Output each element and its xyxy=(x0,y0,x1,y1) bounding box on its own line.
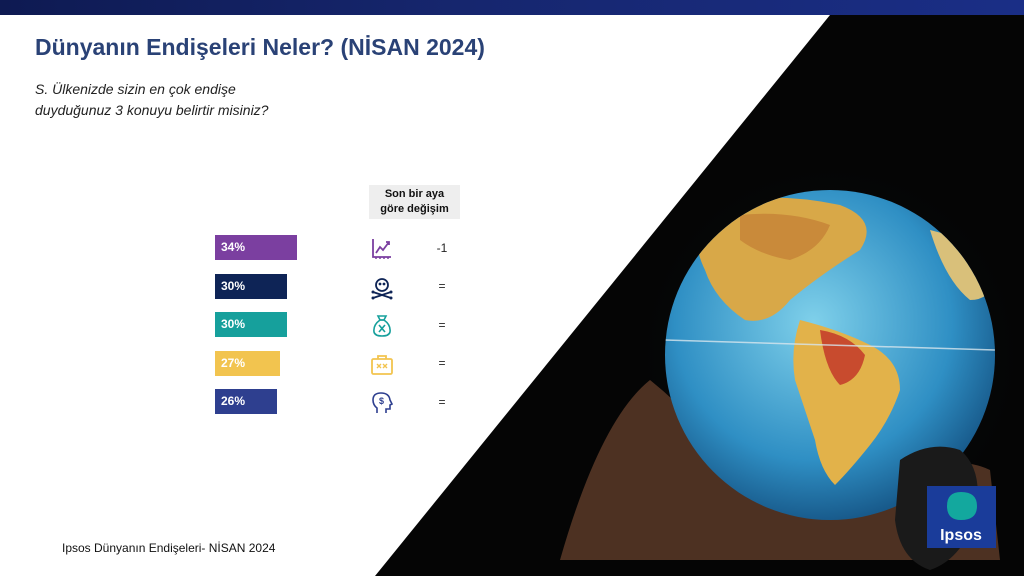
change-value: -1 xyxy=(436,240,448,255)
change-value: = xyxy=(438,356,446,370)
money-bag-icon xyxy=(373,315,391,337)
bar: 34% xyxy=(215,235,297,260)
bar: 27% xyxy=(215,350,280,376)
change-value: = xyxy=(438,279,446,293)
skull-crossbones-icon xyxy=(371,277,393,299)
page-title: Dünyanın Endişeleri Neler? (NİSAN 2024) xyxy=(35,34,485,60)
briefcase-icon xyxy=(371,354,393,375)
change-value: = xyxy=(438,394,446,409)
question-line-1: S. Ülkenizde sizin en çok endişe xyxy=(35,81,236,97)
change-value: = xyxy=(438,317,446,332)
survey-question: S. Ülkenizde sizin en çok endişe duyduğu… xyxy=(35,79,335,121)
bar-value-label: 30% xyxy=(221,278,246,293)
bar-value-label: 27% xyxy=(221,355,246,370)
ipsos-logo: Ipsos xyxy=(927,486,996,548)
bar: 30% xyxy=(215,312,287,337)
bar-value-label: 26% xyxy=(221,394,246,408)
question-line-2: duyduğunuz 3 konuyu belirtir misiniz? xyxy=(35,102,269,118)
head-dollar-icon: $ xyxy=(372,392,394,413)
change-header-line-2: göre değişim xyxy=(380,203,449,215)
bar-value-label: 34% xyxy=(221,240,246,254)
change-header-line-1: Son bir aya xyxy=(384,188,445,200)
bar: 30% xyxy=(215,273,287,299)
bar-value-label: 30% xyxy=(221,317,246,331)
svg-text:$: $ xyxy=(379,396,384,406)
top-accent-bar xyxy=(0,0,1024,15)
inflation-chart-icon xyxy=(372,239,391,259)
source-footer: Ipsos Dünyanın Endişeleri- NİSAN 2024 xyxy=(62,541,276,555)
change-column-header: Son bir aya göre değişim xyxy=(369,185,460,219)
ipsos-logo-shape xyxy=(947,492,977,520)
ipsos-logo-text: Ipsos xyxy=(940,527,982,544)
bar: 26% xyxy=(215,389,278,414)
